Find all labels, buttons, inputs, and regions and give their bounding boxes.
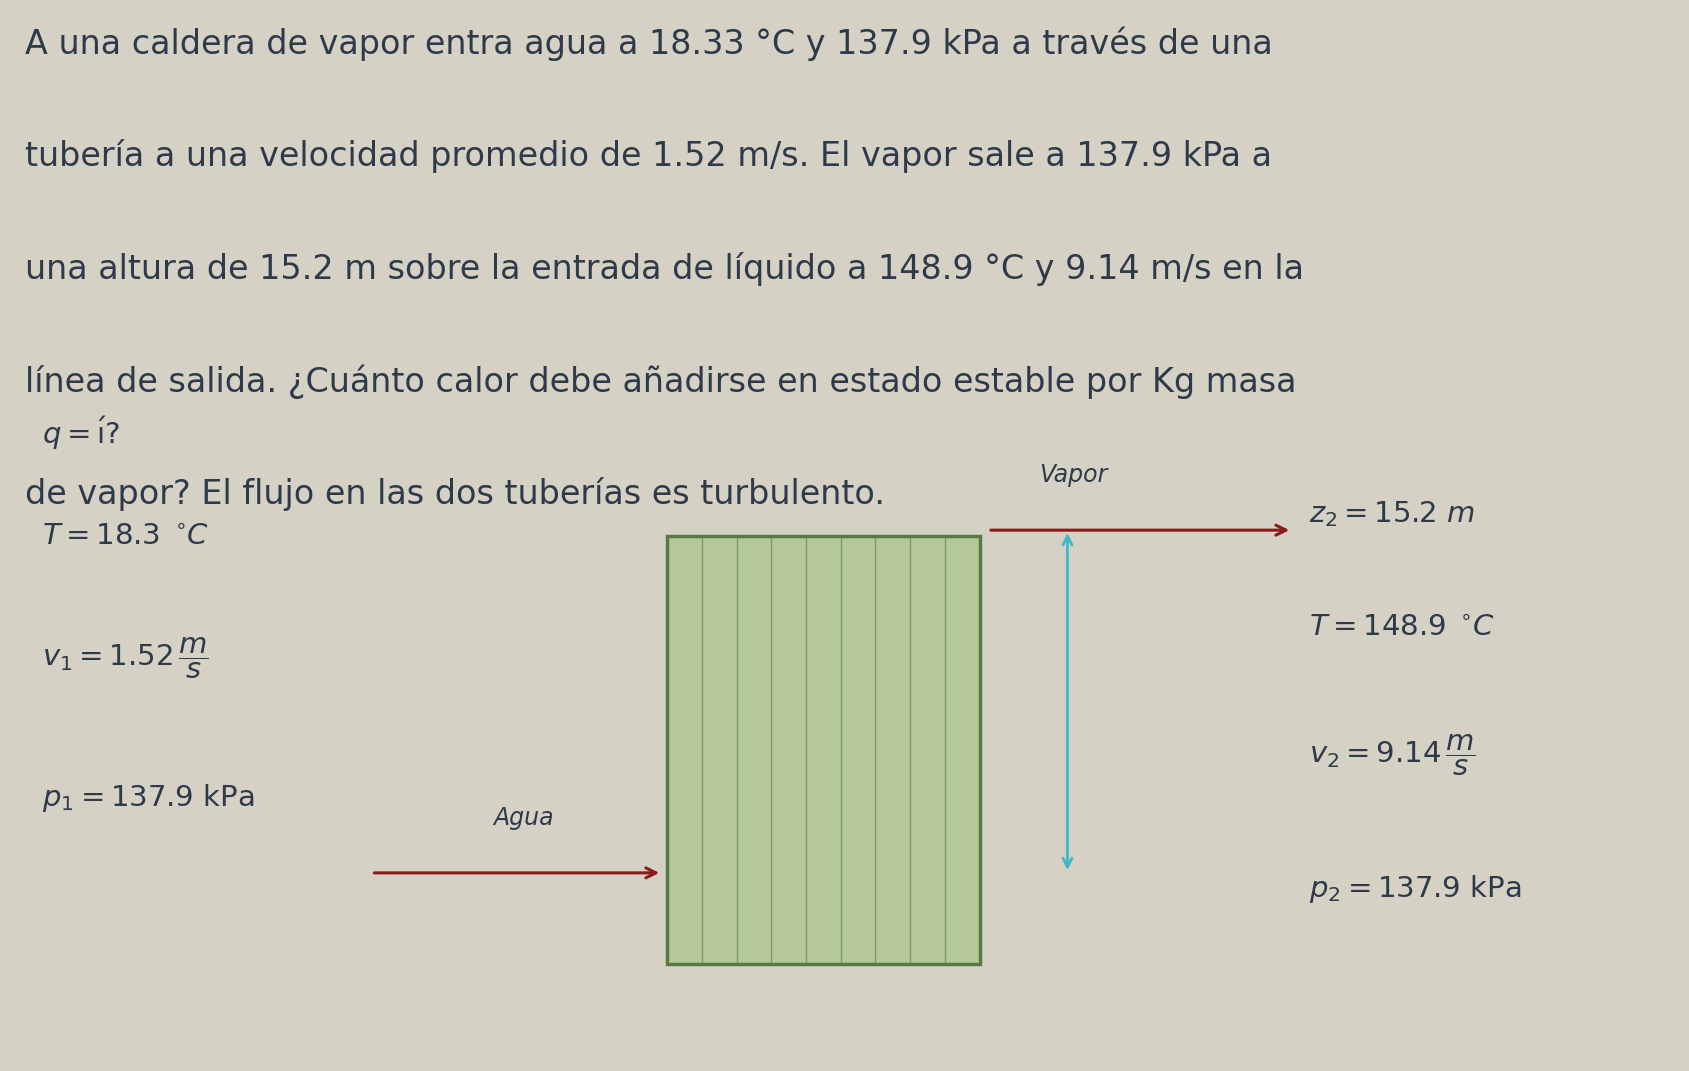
Text: $q = \mathrm{\acute{\i}}?$: $q = \mathrm{\acute{\i}}?$ [42, 416, 120, 452]
Text: Agua: Agua [493, 806, 554, 830]
Text: A una caldera de vapor entra agua a 18.33 °C y 137.9 kPa a través de una: A una caldera de vapor entra agua a 18.3… [25, 27, 1274, 61]
Text: $v_2 = 9.14\,\dfrac{m}{s}$: $v_2 = 9.14\,\dfrac{m}{s}$ [1309, 733, 1476, 778]
Text: $v_1 = 1.52\,\dfrac{m}{s}$: $v_1 = 1.52\,\dfrac{m}{s}$ [42, 636, 209, 681]
Text: $p_1 = 137.9\ \mathrm{kPa}$: $p_1 = 137.9\ \mathrm{kPa}$ [42, 782, 255, 814]
Text: tubería a una velocidad promedio de 1.52 m/s. El vapor sale a 137.9 kPa a: tubería a una velocidad promedio de 1.52… [25, 139, 1272, 174]
Text: Vapor: Vapor [1039, 464, 1106, 487]
Text: $T = 18.3\ ^\circ\!C$: $T = 18.3\ ^\circ\!C$ [42, 522, 209, 549]
Bar [667, 536, 980, 964]
Text: $T = 148.9\ ^\circ\!C$: $T = 148.9\ ^\circ\!C$ [1309, 613, 1495, 640]
Text: $z_2 = 15.2\ m$: $z_2 = 15.2\ m$ [1309, 499, 1474, 529]
Text: $p_2 = 137.9\ \mathrm{kPa}$: $p_2 = 137.9\ \mathrm{kPa}$ [1309, 873, 1522, 905]
Text: una altura de 15.2 m sobre la entrada de líquido a 148.9 °C y 9.14 m/s en la: una altura de 15.2 m sobre la entrada de… [25, 252, 1304, 286]
Text: de vapor? El flujo en las dos tuberías es turbulento.: de vapor? El flujo en las dos tuberías e… [25, 477, 885, 511]
Text: línea de salida. ¿Cuánto calor debe añadirse en estado estable por Kg masa: línea de salida. ¿Cuánto calor debe añad… [25, 364, 1297, 398]
